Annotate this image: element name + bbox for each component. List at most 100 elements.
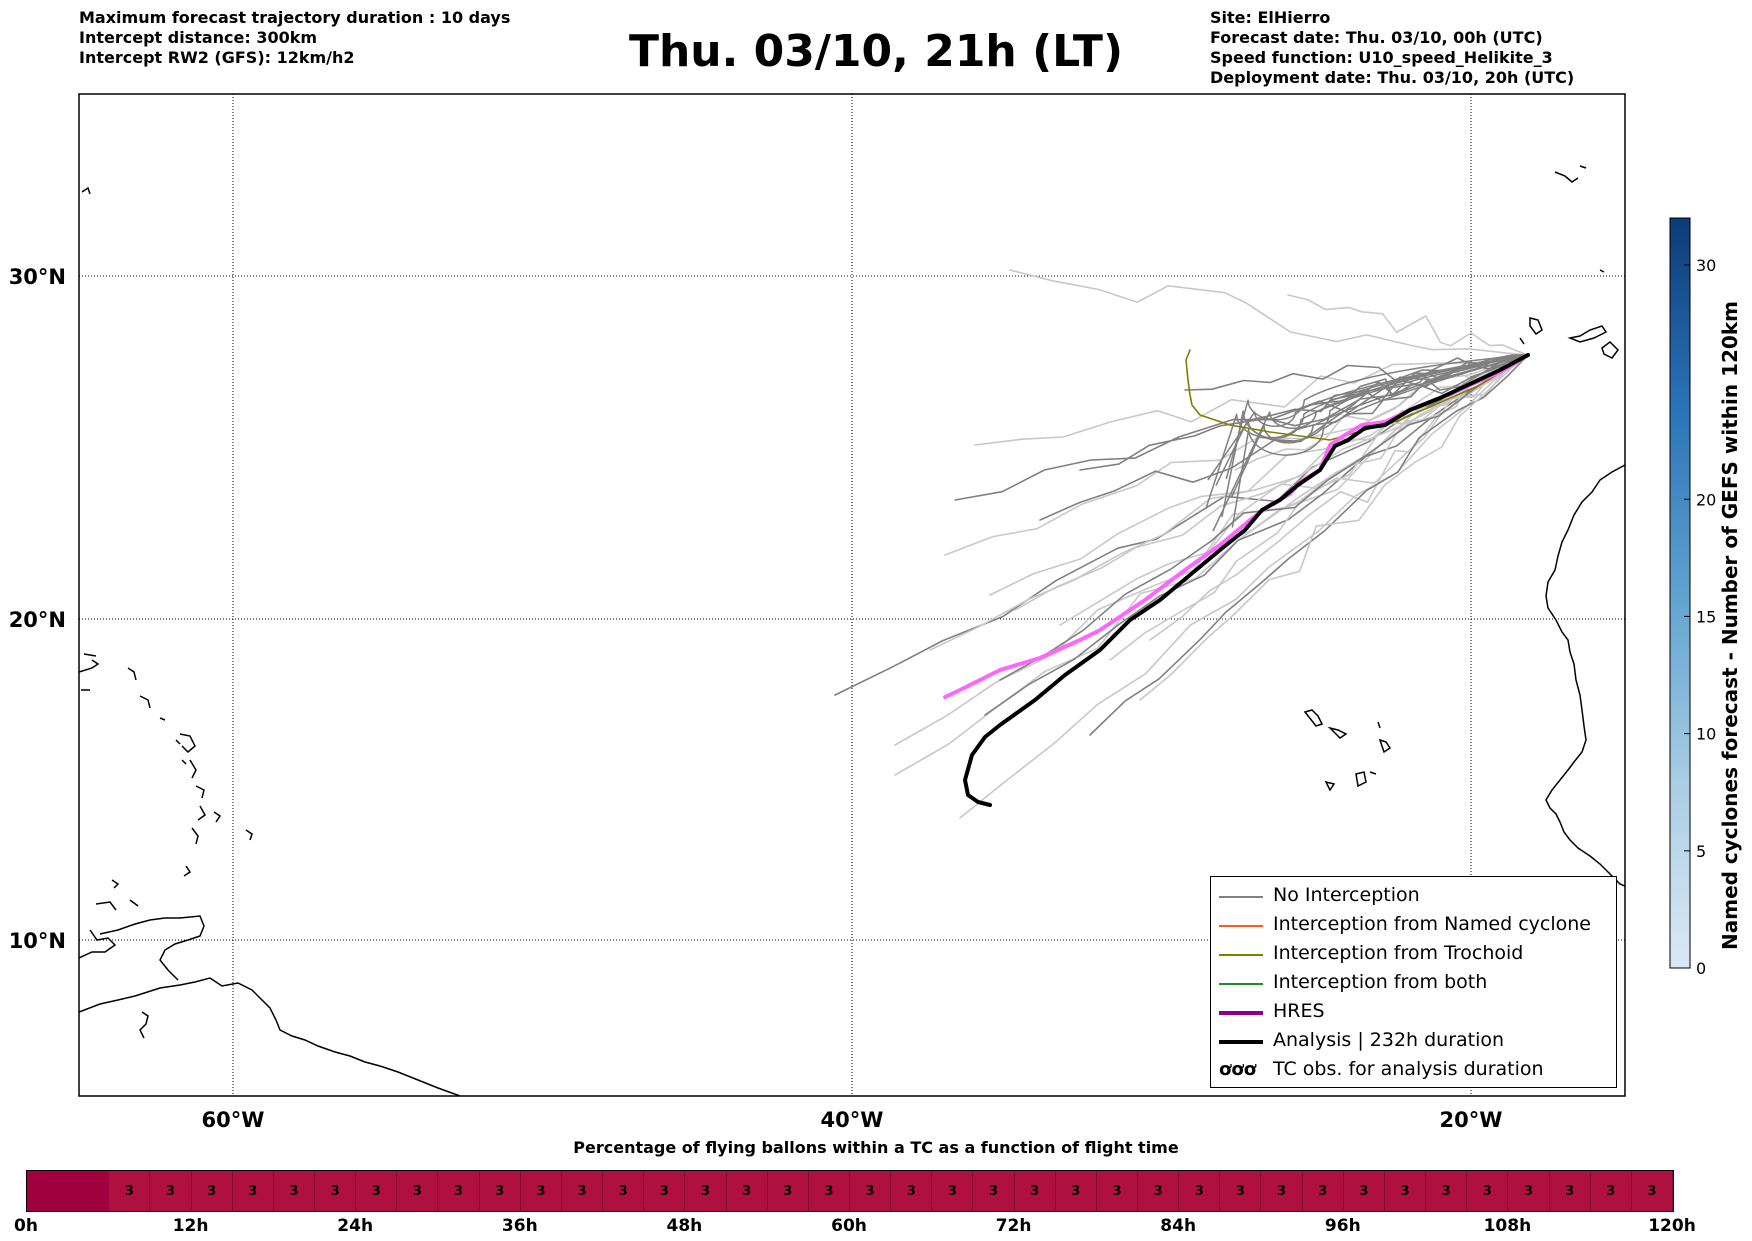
ensemble-track (1139, 354, 1529, 701)
timeline-cell: 3 (1384, 1171, 1427, 1211)
axis-labels: 30°N 20°N 10°N 60°W 40°W 20°W (9, 265, 1503, 1132)
trinidad-venezuela-coast (99, 915, 205, 981)
timeline-cell: 3 (356, 1171, 398, 1211)
margarita-island (139, 1011, 149, 1039)
legend-item: Interception from Trochoid (1211, 940, 1616, 969)
timeline-tick-label: 84h (1160, 1216, 1197, 1236)
timeline-cell: 3 (973, 1171, 1015, 1211)
ensemble-loop (1225, 354, 1529, 480)
ensemble-track (1287, 294, 1529, 356)
timeline-cell: 3 (1179, 1171, 1221, 1211)
colorbar-gradient (1669, 217, 1691, 969)
timeline-cell: 3 (644, 1171, 686, 1211)
legend-line-swatch (1219, 954, 1263, 956)
timeline-cell: 3 (767, 1171, 809, 1211)
lesser-antilles (127, 667, 253, 877)
colorbar-tick-label: 30 (1696, 256, 1716, 275)
legend-label: No Interception (1273, 884, 1420, 906)
legend-item: Interception from Named cyclone (1211, 911, 1616, 940)
timeline-cell: 3 (1220, 1171, 1262, 1211)
timeline-tick-label: 48h (666, 1216, 703, 1236)
legend-label: Analysis | 232h duration (1273, 1029, 1505, 1051)
ensemble-loop (1231, 354, 1529, 528)
africa-coast (1545, 464, 1625, 887)
legend-item: ơơơ TC obs. for analysis duration (1211, 1056, 1616, 1085)
coast-islands-west (79, 929, 117, 959)
timeline-cell (68, 1171, 110, 1211)
legend-label: Interception from Named cyclone (1273, 913, 1591, 935)
map-frame (78, 93, 1626, 1097)
legend-label: Interception from both (1273, 971, 1488, 993)
legend: No Interception Interception from Named c… (1210, 876, 1617, 1088)
ensemble-loop (1215, 354, 1529, 486)
timeline-tick-label: 108h (1483, 1216, 1532, 1236)
ensemble-track (1009, 269, 1529, 356)
timeline-cell: 3 (850, 1171, 892, 1211)
timeline-cell: 3 (1014, 1171, 1056, 1211)
lat-label: 20°N (9, 608, 66, 632)
info-right: Site: ElHierro Forecast date: Thu. 03/10… (1210, 8, 1574, 88)
ensemble-loop (1212, 354, 1529, 532)
timeline-cell: 3 (1261, 1171, 1303, 1211)
colorbar-ticks: 0 5 10 15 20 30 (1684, 256, 1716, 978)
colorbar-tick-label: 15 (1696, 607, 1716, 626)
timeline-cell: 3 (1549, 1171, 1591, 1211)
timeline-cell (27, 1171, 69, 1211)
timeline-cell: 3 (1096, 1171, 1139, 1211)
lon-label: 40°W (821, 1108, 884, 1132)
forecast-date-text: Forecast date: Thu. 03/10, 00h (UTC) (1210, 28, 1543, 47)
timeline-cell: 3 (479, 1171, 521, 1211)
south-america-coast (79, 977, 461, 1096)
timeline-cell: 3 (438, 1171, 480, 1211)
ensemble-track (959, 354, 1529, 819)
timeline-tick-label: 24h (337, 1216, 374, 1236)
legend-line-swatch (1219, 983, 1263, 985)
timeline-cell: 3 (932, 1171, 974, 1211)
timeline-cell: 3 (1343, 1171, 1385, 1211)
timeline-cell: 3 (1631, 1171, 1673, 1211)
timeline-cell: 3 (561, 1171, 604, 1211)
ensemble-track (1014, 354, 1529, 611)
intercept-rw2-text: Intercept RW2 (GFS): 12km/h2 (79, 48, 355, 67)
colorbar-label: Named cyclones forecast - Number of GEFS… (1718, 301, 1742, 950)
timeline-tick-label: 0h (14, 1216, 38, 1236)
puerto-rico-coast (79, 659, 100, 691)
timeline-tick-label: 36h (501, 1216, 538, 1236)
timeline-cell: 3 (808, 1171, 850, 1211)
timeline-cell: 3 (315, 1171, 357, 1211)
site-text: Site: ElHierro (1210, 8, 1331, 27)
legend-line-swatch (1219, 1011, 1263, 1015)
speed-function-text: Speed function: U10_speed_Helikite_3 (1210, 48, 1553, 67)
trochoid-track (1185, 349, 1529, 441)
analysis-track (963, 353, 1530, 807)
legend-line-swatch (1219, 896, 1263, 898)
timeline-title: Percentage of flying ballons within a TC… (573, 1138, 1179, 1157)
ensemble-trajectories (834, 269, 1529, 819)
timeline-cell: 3 (109, 1171, 151, 1211)
timeline-cell: 3 (1508, 1171, 1550, 1211)
colorbar: 0 5 10 15 20 30 (1669, 217, 1716, 978)
timeline-cell: 3 (520, 1171, 562, 1211)
timeline-tick-label: 120h (1648, 1216, 1696, 1236)
ensemble-track (999, 354, 1529, 681)
legend-item: No Interception (1211, 882, 1616, 911)
timeline-cell: 3 (1467, 1171, 1509, 1211)
lon-label: 20°W (1440, 1108, 1503, 1132)
timeline-cell: 3 (1426, 1171, 1468, 1211)
ensemble-loop (1207, 354, 1529, 481)
timeline-cell: 3 (1590, 1171, 1632, 1211)
timeline-cell: 3 (273, 1171, 316, 1211)
legend-item: Analysis | 232h duration (1211, 1027, 1616, 1056)
timeline-cell: 3 (726, 1171, 768, 1211)
info-left: Maximum forecast trajectory duration : 1… (79, 8, 510, 68)
timeline-cell: 3 (397, 1171, 439, 1211)
page-title: Thu. 03/10, 21h (LT) (628, 26, 1124, 77)
timeline-cell: 3 (891, 1171, 933, 1211)
ensemble-loop (1205, 354, 1529, 510)
timeline-tick-label: 60h (831, 1216, 867, 1236)
legend-line-swatch (1219, 925, 1263, 927)
colorbar-tick-label: 10 (1696, 725, 1716, 744)
timeline-cell: 3 (150, 1171, 192, 1211)
madeira-islands (1554, 165, 1605, 273)
